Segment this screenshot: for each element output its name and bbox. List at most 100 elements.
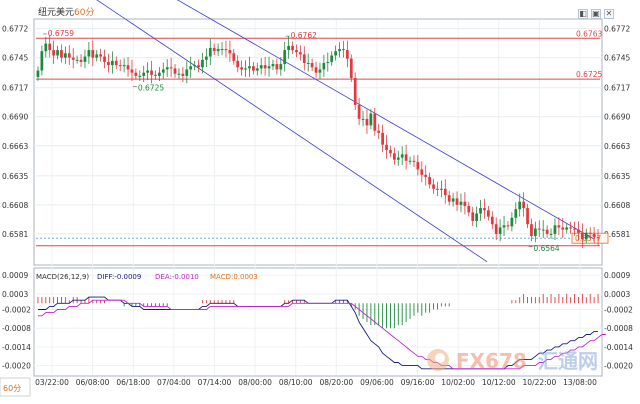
candle-body	[353, 78, 357, 105]
chart-title-period: 60分	[74, 7, 94, 18]
candle-body	[459, 201, 463, 205]
watermark-text-cn: 汇通网	[538, 349, 598, 373]
candle-body	[420, 169, 424, 175]
candle-body	[541, 229, 545, 231]
candle-body	[216, 49, 220, 52]
x-tick-label: 03/22:00	[35, 378, 69, 387]
candle-body	[56, 50, 59, 56]
candle-body	[185, 69, 189, 76]
restore-icon[interactable]: ▣	[591, 9, 601, 19]
period-selector-label: 60分	[3, 384, 21, 393]
candle-body	[581, 232, 584, 240]
candle-body	[596, 237, 600, 239]
annotation-label: 0.6725	[138, 84, 164, 93]
candle-body	[122, 65, 126, 67]
x-tick-label: 09/06:00	[360, 378, 394, 387]
candle-body	[310, 62, 314, 68]
macd-y-tick-right: -0.0008	[604, 324, 633, 333]
candle-body	[412, 160, 416, 162]
candle-body	[463, 201, 467, 206]
candle-body	[573, 228, 576, 230]
candle-body	[146, 70, 149, 73]
period-selector[interactable]	[0, 377, 31, 397]
macd-y-tick-left: 0.0009	[2, 271, 28, 280]
candle-body	[373, 113, 377, 131]
candle-body	[130, 69, 134, 73]
candle-body	[404, 154, 408, 161]
candle-body	[588, 232, 592, 234]
candle-body	[471, 212, 475, 222]
candle-body	[494, 224, 498, 234]
candle-body	[252, 66, 255, 71]
restore-icon-glyph: ▣	[592, 9, 600, 18]
candle-body	[111, 60, 114, 66]
trend-channel	[96, 0, 595, 263]
close-icon[interactable]: ✕	[604, 9, 614, 19]
price-y-tick-left: 0.6663	[2, 142, 28, 151]
candle-body	[302, 54, 306, 63]
candle-body	[451, 198, 455, 202]
candle-body	[64, 53, 67, 58]
candle-body	[349, 58, 353, 79]
macd-lines	[38, 296, 606, 370]
candle-body	[318, 69, 322, 73]
candle-body	[506, 225, 510, 227]
candle-body	[377, 130, 381, 133]
settings-icon[interactable]: ◧	[578, 9, 588, 19]
candle-body	[295, 50, 298, 53]
macd-y-tick-left: -0.0002	[2, 306, 31, 315]
candle-body	[389, 150, 392, 154]
candle-body	[522, 201, 525, 209]
price-y-tick-right: 0.6772	[604, 25, 630, 34]
candle-body	[385, 144, 388, 151]
x-tick-label: 10/12:00	[482, 378, 516, 387]
watermark: FX678 汇通网	[427, 349, 598, 373]
candle-body	[400, 154, 404, 158]
x-tick-label: 10/02:00	[441, 378, 475, 387]
candle-body	[173, 68, 177, 74]
candle-body	[91, 50, 95, 58]
x-tick-label: 07/14:00	[198, 378, 232, 387]
macd-line-dea	[38, 299, 606, 370]
price-y-tick-right: 0.6635	[604, 172, 630, 181]
candle-body	[432, 184, 435, 189]
price-y-tick-right: 0.6717	[604, 84, 630, 93]
candle-body	[553, 225, 557, 234]
candle-body	[443, 188, 447, 196]
candle-body	[224, 49, 228, 51]
candle-body	[271, 64, 275, 67]
candle-body	[549, 233, 553, 235]
settings-icon-glyph: ◧	[579, 9, 587, 18]
candle-body	[161, 69, 165, 73]
price-y-tick-right: 0.6608	[604, 201, 630, 210]
x-tick-label: 13/08:00	[563, 378, 597, 387]
price-annotations: 0.6759 0.6725 0.6762 0.6564	[42, 29, 560, 253]
candle-body	[502, 225, 506, 228]
candle-body	[510, 217, 514, 227]
candle-body	[154, 74, 157, 76]
watermark-logo-icon-inner	[435, 353, 445, 363]
candle-body	[240, 67, 243, 70]
price-y-tick-right: 0.6690	[604, 113, 630, 122]
candle-body	[208, 47, 212, 57]
chart-title-symbol: 纽元美元	[38, 6, 74, 18]
candle-body	[83, 56, 87, 62]
candle-body	[138, 75, 142, 77]
x-tick-label: 08/10:00	[279, 378, 313, 387]
macd-panel-frame	[33, 267, 603, 377]
candle-body	[479, 208, 482, 214]
candle-body	[212, 47, 216, 52]
candle-body	[263, 65, 267, 69]
macd-y-tick-left: -0.0008	[2, 324, 31, 333]
candle-body	[330, 55, 334, 62]
candle-body	[314, 67, 318, 73]
price-y-tick-left: 0.6608	[2, 201, 28, 210]
candle-body	[440, 188, 443, 190]
candle-body	[205, 56, 208, 60]
price-y-tick-left: 0.6581	[2, 230, 28, 239]
candle-body	[236, 60, 240, 68]
candle-body	[408, 160, 412, 162]
candle-body	[275, 64, 279, 70]
candle-body	[71, 57, 75, 60]
candle-body	[165, 67, 169, 70]
